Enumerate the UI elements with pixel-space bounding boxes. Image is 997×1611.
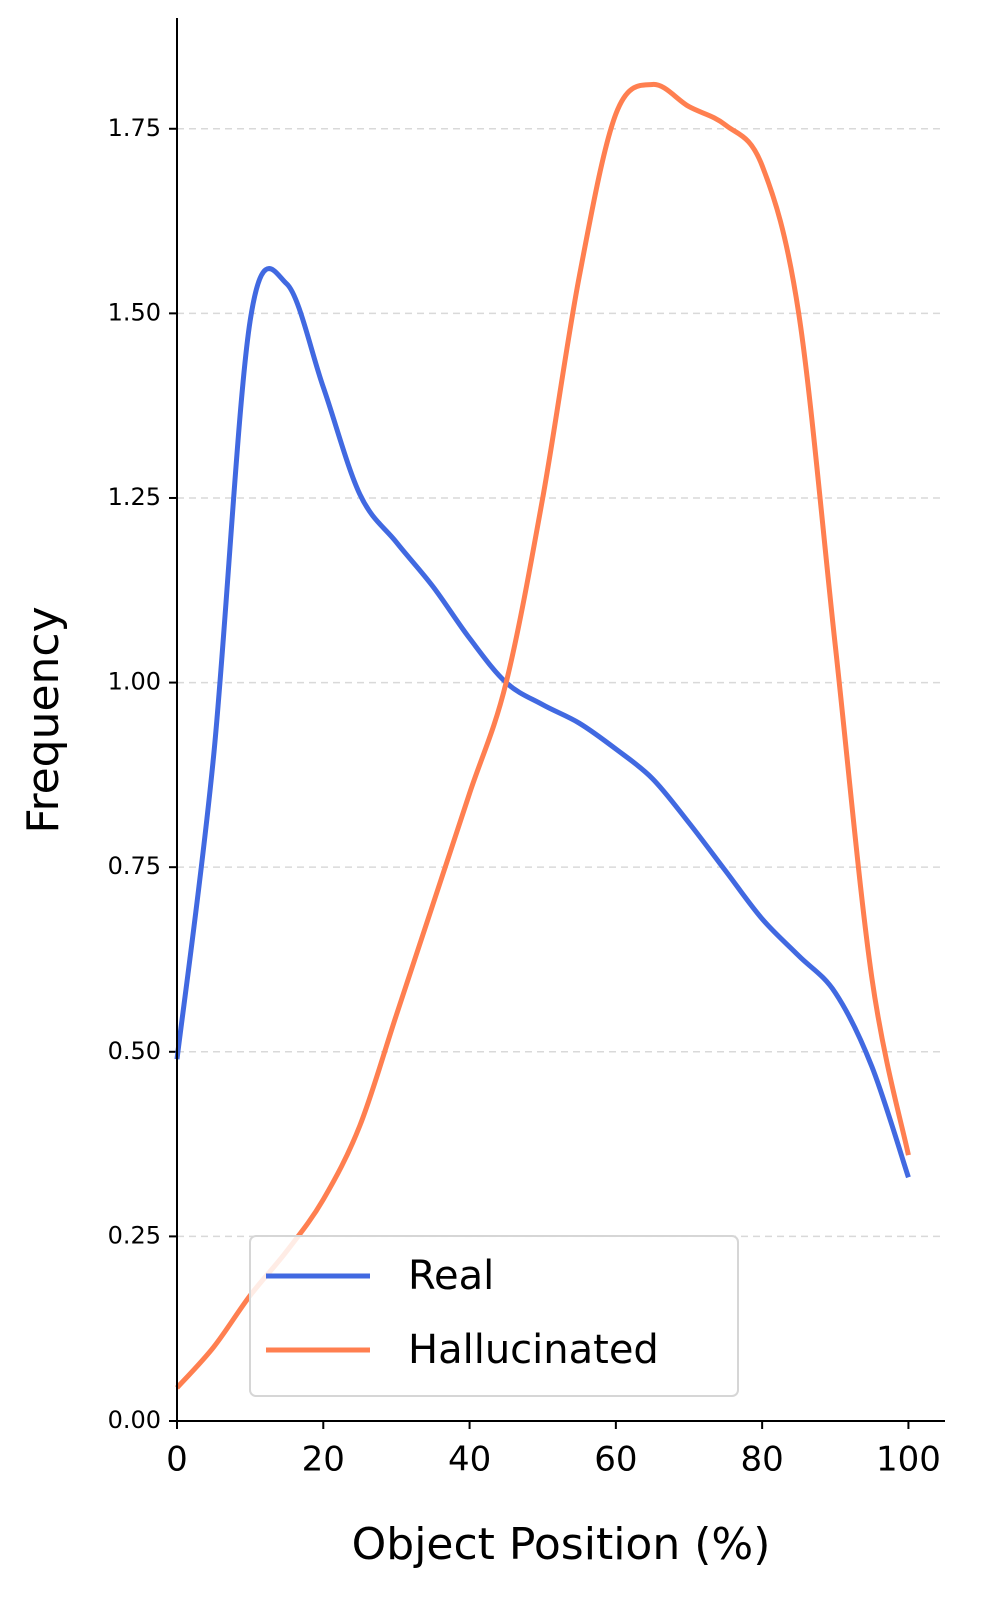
x-tick-label: 60 — [594, 1440, 637, 1480]
x-tick-label: 80 — [741, 1440, 784, 1480]
x-tick-label: 0 — [166, 1440, 188, 1480]
data-line — [175, 81, 911, 1390]
y-tick-label: 1.25 — [108, 483, 161, 511]
legend-label: Real — [408, 1253, 494, 1299]
y-tick-label: 1.75 — [108, 114, 161, 142]
x-tick-label: 100 — [876, 1440, 941, 1480]
y-tick-label: 1.00 — [108, 668, 161, 696]
y-tick-label: 0.75 — [108, 852, 161, 880]
y-axis-label: Frequency — [18, 606, 69, 833]
legend-box — [249, 1235, 739, 1397]
x-tick-label: 40 — [448, 1440, 491, 1480]
y-tick-label: 0.25 — [108, 1221, 161, 1249]
y-tick-label: 1.50 — [108, 298, 161, 326]
y-tick-label: 0.50 — [108, 1037, 161, 1065]
x-tick-label: 20 — [302, 1440, 345, 1480]
legend-label: Hallucinated — [408, 1327, 659, 1373]
y-tick-label: 0.00 — [108, 1406, 161, 1434]
x-axis-label: Object Position (%) — [352, 1519, 771, 1570]
data-line — [174, 266, 911, 1179]
legend: Real Hallucinated — [249, 1235, 739, 1397]
